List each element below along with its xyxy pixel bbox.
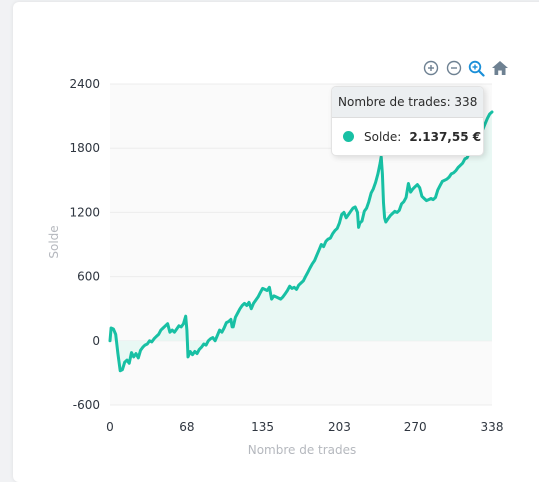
- chart-tooltip: Nombre de trades: 338 Solde: 2.137,55 €: [331, 86, 484, 156]
- zoom-out-button[interactable]: [443, 57, 464, 79]
- tooltip-series-row: Solde: 2.137,55 €: [332, 118, 483, 155]
- x-tick-label: 270: [404, 420, 427, 434]
- x-tick-label: 338: [481, 420, 504, 434]
- y-tick-label: 1200: [69, 205, 100, 219]
- x-tick-label: 0: [106, 420, 114, 434]
- series-solde-area: [110, 112, 492, 371]
- tooltip-x-value: 338: [454, 95, 478, 109]
- zoom-search-icon: [468, 60, 485, 77]
- series-marker-icon: [343, 131, 354, 142]
- tooltip-series-value: 2.137,55 €: [409, 129, 482, 144]
- series-solde-line[interactable]: [108, 110, 494, 373]
- tooltip-series-label: Solde:: [364, 129, 402, 144]
- x-tick-label: 135: [251, 420, 274, 434]
- y-tick-label: 1800: [69, 141, 100, 155]
- y-tick-label: 600: [77, 270, 100, 284]
- zoom-out-icon: [446, 60, 461, 76]
- tick-labels: 2400 1800 1200 600 0 -600 0 68 135 203 270 338: [69, 77, 503, 434]
- tooltip-x-label: Nombre de trades: [338, 95, 447, 109]
- chart-toolbar: [420, 57, 510, 79]
- x-tick-label: 68: [179, 420, 194, 434]
- reset-zoom-button[interactable]: [489, 57, 510, 79]
- y-tick-label: 0: [92, 334, 100, 348]
- zoom-in-icon: [423, 60, 438, 76]
- tooltip-header: Nombre de trades: 338: [332, 87, 483, 118]
- x-tick-label: 203: [328, 420, 351, 434]
- zoom-in-button[interactable]: [420, 57, 441, 79]
- y-tick-label: -600: [73, 398, 100, 412]
- zoom-select-button[interactable]: [466, 57, 487, 79]
- y-axis-title: Solde: [47, 225, 61, 258]
- y-tick-label: 2400: [69, 77, 100, 91]
- home-icon: [491, 61, 508, 75]
- x-axis-title: Nombre de trades: [248, 443, 357, 457]
